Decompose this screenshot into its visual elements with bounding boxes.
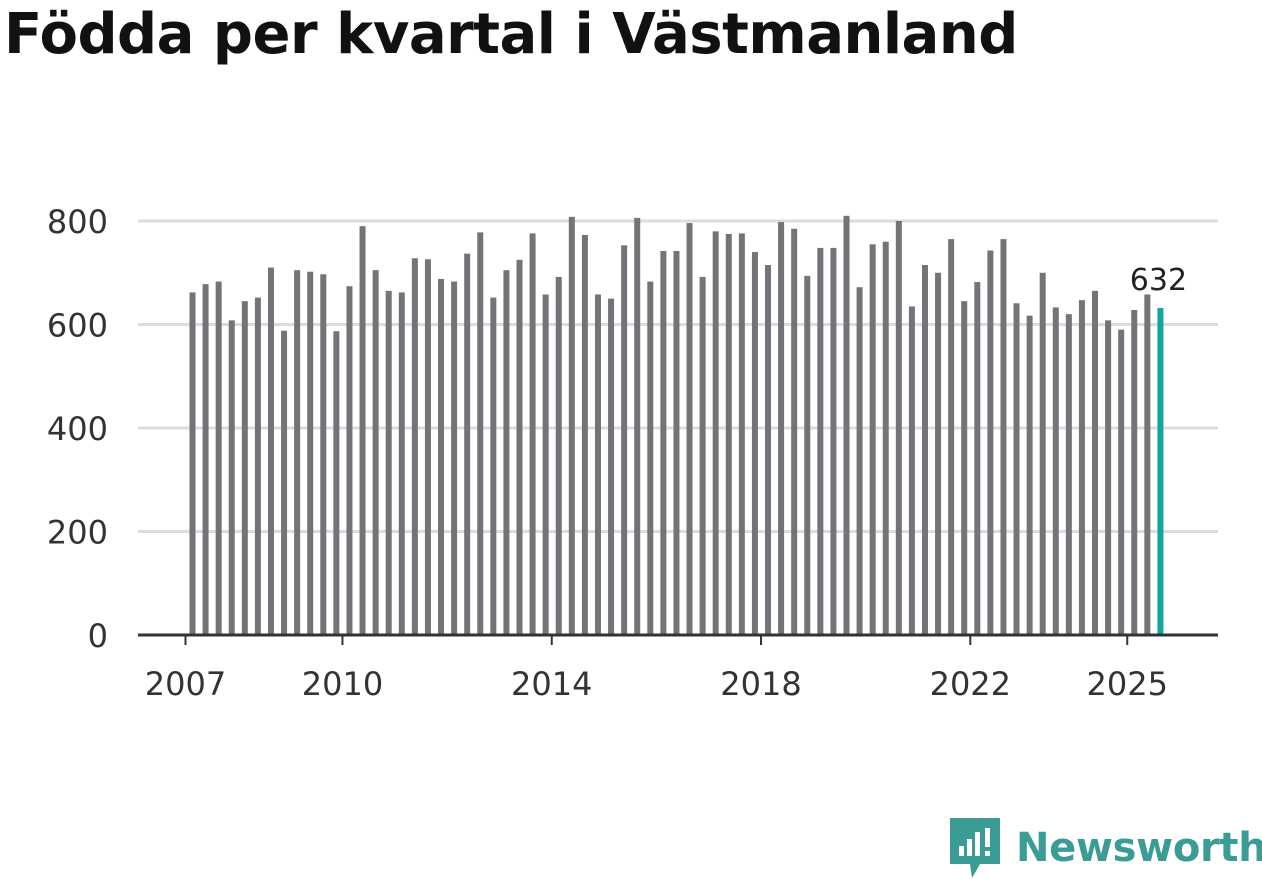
bar-21 (464, 253, 471, 636)
bar-66 (1052, 307, 1059, 635)
bar-43 (751, 252, 758, 636)
bar-56 (921, 264, 928, 635)
bar-15 (385, 290, 392, 635)
annotations: 632 (1130, 263, 1187, 298)
bar-40 (712, 231, 719, 635)
bar-29 (568, 216, 575, 636)
bar-55 (908, 306, 915, 635)
bar-25 (516, 259, 523, 635)
bars (189, 215, 1164, 636)
bar-71 (1118, 329, 1125, 635)
bar-14 (372, 270, 379, 635)
bar-3 (228, 320, 235, 635)
bar-49 (830, 247, 837, 635)
bar-45 (778, 222, 785, 635)
newsworthy-logo-icon (950, 818, 1000, 878)
bar-54 (895, 221, 902, 635)
chart-title: Födda per kvartal i Västmanland (4, 2, 1018, 67)
y-tick-label-400: 400 (47, 410, 108, 448)
x-tick-label-2010: 2010 (302, 665, 383, 703)
y-tick-label-800: 800 (47, 203, 108, 241)
bar-4 (241, 301, 248, 635)
bar-52 (869, 244, 876, 635)
bar-11 (333, 331, 340, 635)
bar-23 (490, 297, 497, 635)
bar-41 (725, 233, 732, 635)
bar-6 (267, 267, 274, 635)
bar-22 (477, 232, 484, 635)
bar-20 (451, 281, 458, 635)
bar-10 (320, 274, 327, 635)
bar-72 (1131, 310, 1138, 635)
bar-12 (346, 286, 353, 635)
newsworthy-logo-text: Newsworthy (1016, 825, 1262, 871)
bar-5 (254, 297, 261, 635)
y-axis-ticks: 0 200 400 600 800 (47, 203, 108, 655)
bar-24 (503, 270, 510, 635)
bar-57 (935, 272, 942, 635)
bar-18 (424, 259, 431, 635)
bar-38 (686, 223, 693, 635)
bar-44 (765, 264, 772, 635)
bar-42 (738, 233, 745, 636)
bar-7 (281, 330, 288, 635)
x-tick-label-2025: 2025 (1087, 665, 1168, 703)
bar-68 (1078, 300, 1085, 635)
bar-chart: 0 200 400 600 800 2007 2010 2014 2018 2022 2025 6… (47, 203, 1218, 703)
bar-16 (398, 292, 405, 635)
bar-46 (791, 228, 798, 635)
bar-69 (1092, 290, 1099, 635)
bar-74 (1157, 307, 1164, 635)
bar-8 (294, 270, 301, 635)
bar-61 (987, 250, 994, 635)
bar-13 (359, 226, 366, 636)
bar-35 (647, 281, 654, 635)
bar-1 (202, 284, 209, 635)
bar-31 (594, 294, 601, 635)
bar-17 (411, 258, 418, 635)
bar-50 (843, 215, 850, 635)
bar-0 (189, 292, 196, 635)
x-axis: 2007 2010 2014 2018 2022 2025 (138, 633, 1218, 703)
bar-27 (542, 294, 549, 635)
bar-47 (804, 275, 811, 635)
bar-26 (529, 233, 536, 636)
bar-65 (1039, 272, 1046, 635)
bar-64 (1026, 315, 1033, 635)
newsworthy-logo: Newsworthy (950, 818, 1262, 878)
bar-70 (1105, 320, 1112, 635)
bar-58 (948, 239, 955, 636)
bar-28 (555, 276, 562, 635)
bar-30 (581, 234, 588, 635)
bar-67 (1065, 314, 1072, 635)
bar-39 (699, 276, 706, 635)
bar-2 (215, 281, 222, 635)
x-tick-label-2007: 2007 (145, 665, 226, 703)
bar-59 (961, 301, 968, 635)
x-tick-label-2014: 2014 (511, 665, 592, 703)
y-tick-label-200: 200 (47, 514, 108, 552)
y-tick-label-600: 600 (47, 307, 108, 345)
bar-62 (1000, 239, 1007, 636)
bar-48 (817, 247, 824, 635)
bar-36 (660, 251, 667, 635)
bar-73 (1144, 294, 1151, 635)
bar-34 (634, 217, 641, 635)
bar-19 (438, 278, 445, 635)
bar-32 (608, 298, 615, 635)
bar-60 (974, 282, 981, 635)
bar-51 (856, 287, 863, 635)
bar-37 (673, 251, 680, 635)
last-value-label: 632 (1130, 263, 1187, 298)
x-tick-label-2022: 2022 (930, 665, 1011, 703)
y-tick-label-0: 0 (88, 617, 108, 655)
bar-63 (1013, 303, 1020, 635)
x-tick-label-2018: 2018 (720, 665, 801, 703)
bar-33 (621, 245, 628, 635)
bar-9 (307, 271, 314, 635)
bar-53 (882, 241, 889, 635)
